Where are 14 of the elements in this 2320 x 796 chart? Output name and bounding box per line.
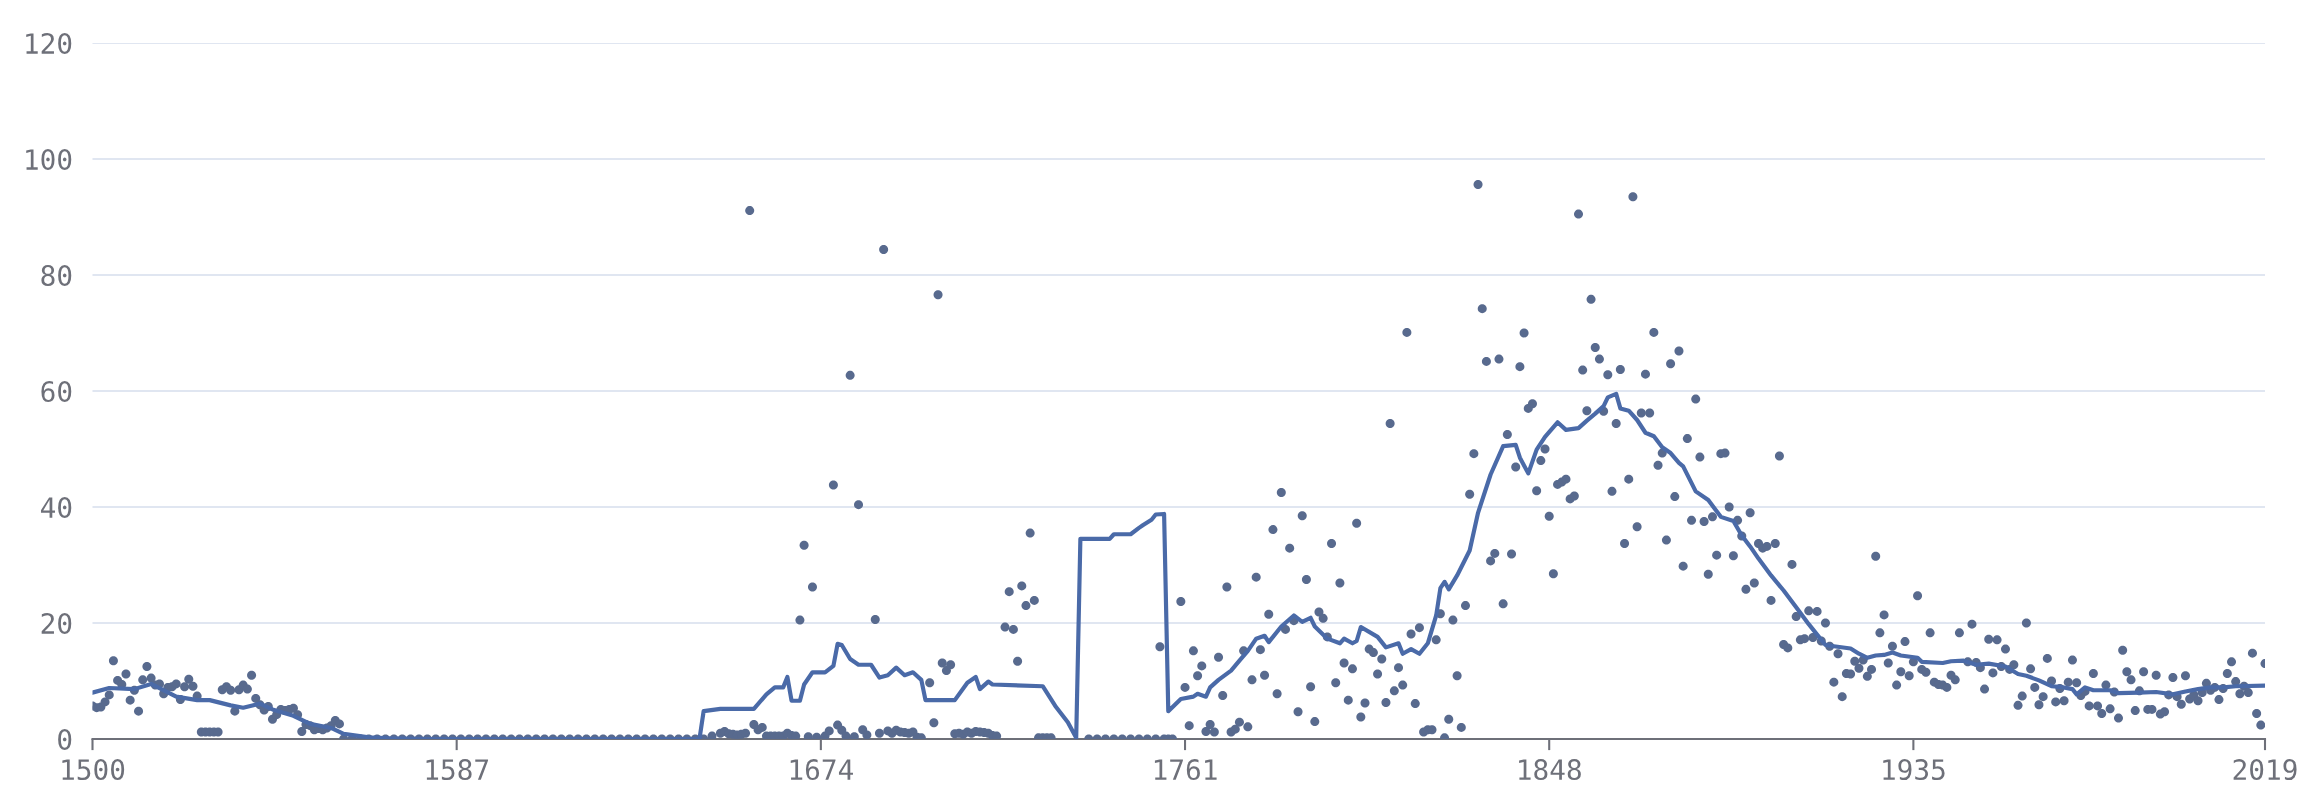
y-tick-label: 80 xyxy=(41,265,72,287)
x-tick-label: 1848 xyxy=(1519,759,1581,781)
y-tick-label: 100 xyxy=(26,149,72,171)
y-tick-label: 60 xyxy=(41,381,72,403)
x-tick-label: 1674 xyxy=(790,759,853,781)
y-tick-label: 120 xyxy=(26,33,72,55)
x-tick-label: 1500 xyxy=(62,759,125,781)
x-tick-label: 2019 xyxy=(2233,759,2297,781)
y-tick-label: 0 xyxy=(58,729,72,751)
x-tick-label: 1761 xyxy=(1154,759,1217,781)
x-tick-label: 1587 xyxy=(426,759,489,781)
y-tick-label: 40 xyxy=(40,497,72,519)
x-tick-label: 1935 xyxy=(1883,759,1945,781)
y-tick-label: 20 xyxy=(41,613,72,635)
